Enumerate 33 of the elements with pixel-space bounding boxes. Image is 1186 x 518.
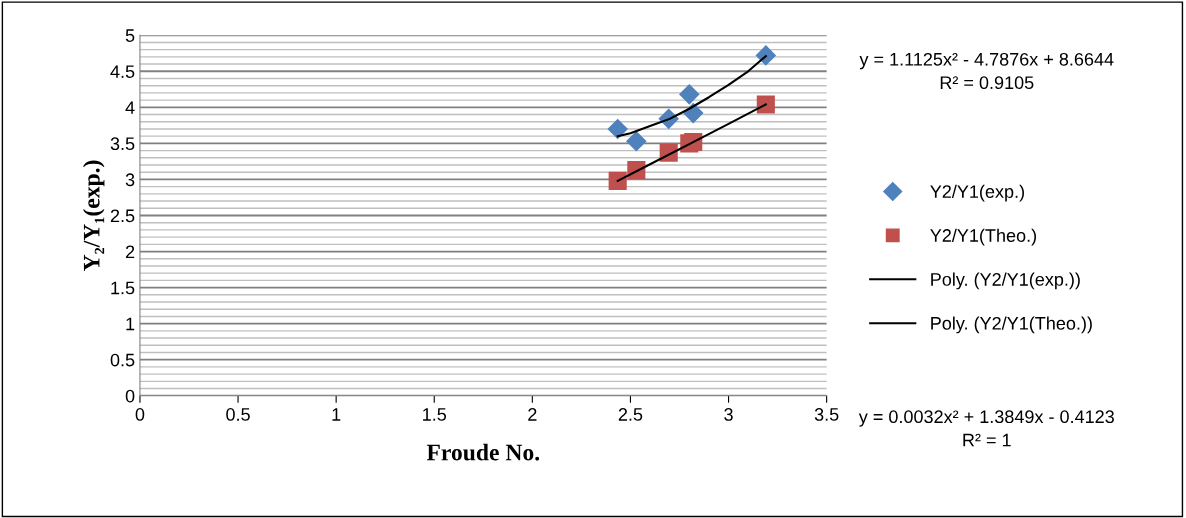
point <box>608 171 627 190</box>
text: y = 0.0032x² + 1.3849x - 0.4123 R² = 1 <box>858 410 1114 447</box>
y-tick-label: 2 <box>125 245 135 259</box>
y-tick-label: 5 <box>125 29 135 42</box>
x-tick-label: 2 <box>528 408 537 421</box>
x-tick-label: 1.5 <box>423 408 447 421</box>
y-tick-label: 1 <box>126 317 135 331</box>
x-tick-label: 3.5 <box>814 408 839 421</box>
legend-label: Y2/Y1(exp.) <box>930 184 1024 202</box>
y-tick-label: 2.5 <box>110 209 135 223</box>
point <box>755 45 777 66</box>
point <box>679 84 700 105</box>
legend-label: Poly. (Y2/Y1(Theo.)) <box>931 316 1092 334</box>
text: y = 1.1125x² - 4.7876x + 8.6644 R² = 0.9105 <box>859 52 1114 90</box>
x-tick-label: 1 <box>332 408 341 421</box>
x-tick-label: 2.5 <box>618 408 643 421</box>
point <box>626 130 647 152</box>
x-axis-title: Froude No. <box>426 443 540 461</box>
y-axis-title: Y₂/Y₁(exp.) <box>83 160 105 271</box>
y-tick-label: 4.5 <box>110 65 135 78</box>
legend-label: Y2/Y1(Theo.) <box>930 228 1037 246</box>
x-tick-label: 3 <box>724 408 733 421</box>
y-tick-label: 0 <box>125 389 135 403</box>
point <box>756 95 775 114</box>
y-tick-label: 3.5 <box>110 137 135 151</box>
x-tick-label: 0.5 <box>226 408 250 421</box>
legend-label: Poly. (Y2/Y1(exp.)) <box>931 272 1080 290</box>
point <box>607 118 628 140</box>
y-tick-label: 1.5 <box>111 281 135 295</box>
y-tick-label: 4 <box>125 101 135 114</box>
y-tick-label: 0.5 <box>110 353 135 367</box>
x-tick-label: 0 <box>135 408 145 421</box>
y-tick-label: 3 <box>125 173 135 187</box>
